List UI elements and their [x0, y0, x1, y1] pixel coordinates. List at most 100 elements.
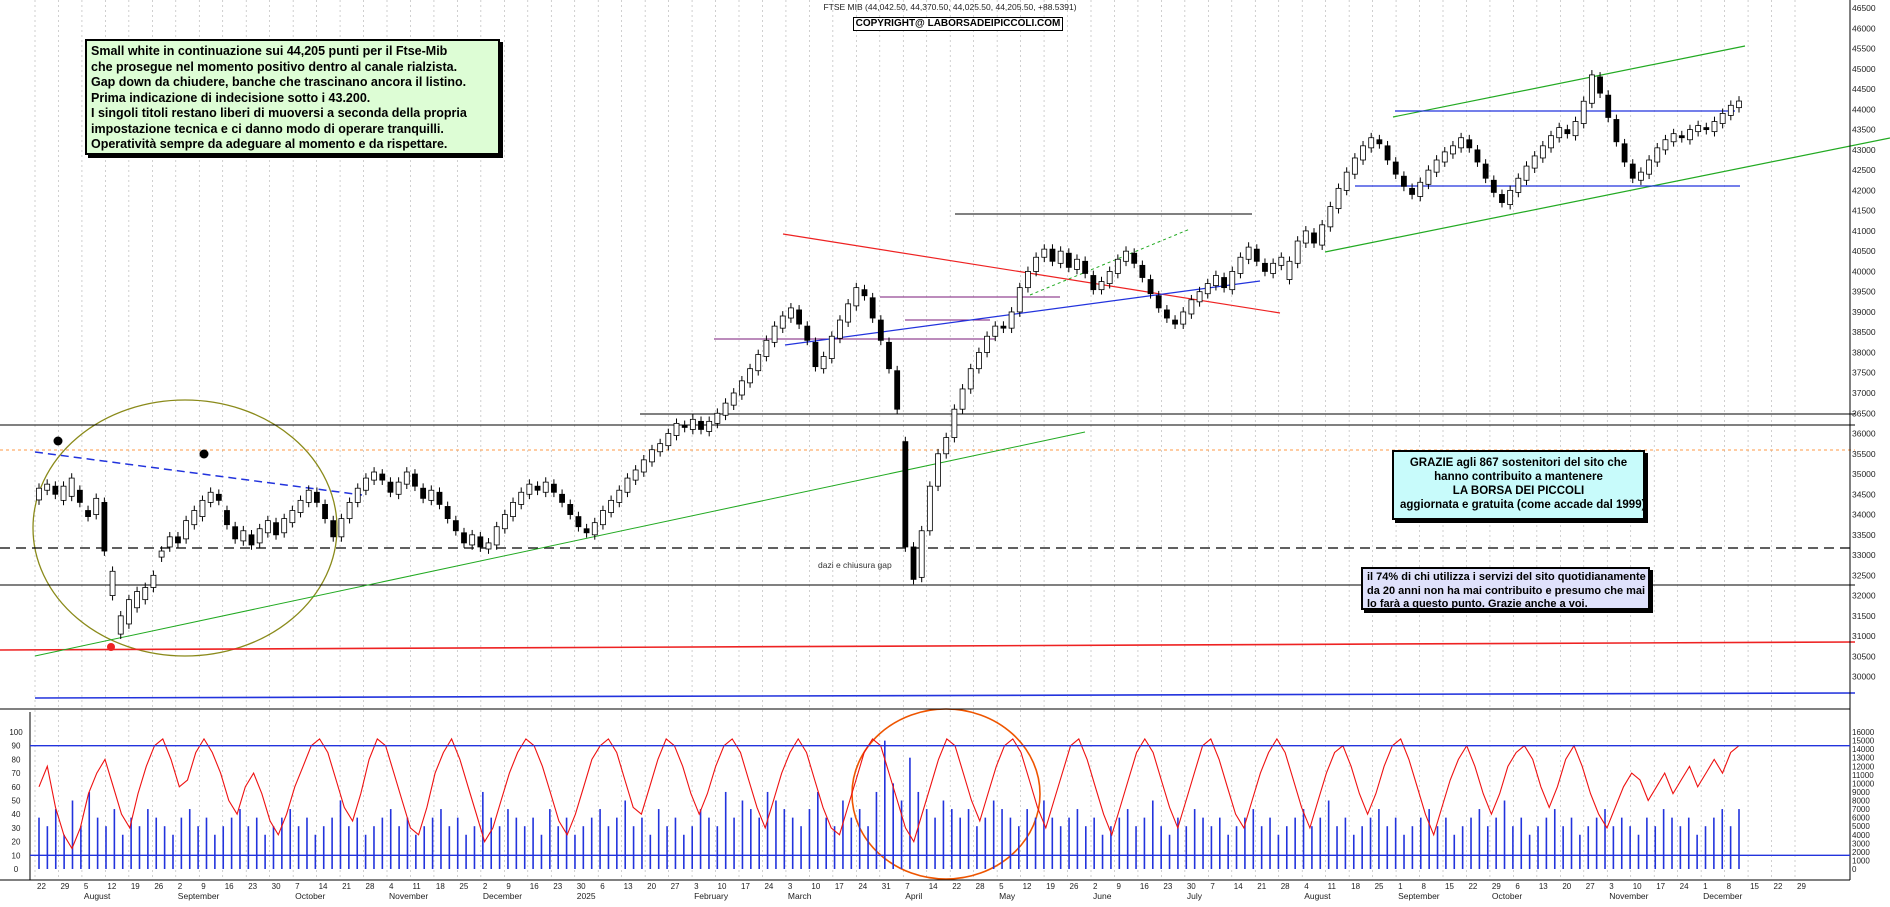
candle-body [861, 289, 868, 297]
x-tick-label: 30 [1187, 882, 1196, 891]
candle-body [85, 510, 91, 517]
candle-body [52, 485, 59, 495]
candle-body [126, 599, 132, 625]
candle-body [183, 520, 190, 540]
x-tick-label: 20 [1562, 882, 1571, 891]
month-label: November [389, 891, 428, 901]
y-tick-label: 44000 [1852, 104, 1876, 114]
candle-body [1376, 139, 1383, 145]
y-tick-label: 38000 [1852, 347, 1876, 357]
candle-body [477, 536, 484, 548]
y-tick-label: 35500 [1852, 449, 1876, 459]
month-label: May [999, 891, 1016, 901]
x-tick-label: 26 [1070, 882, 1079, 891]
stats-line: lo farà a questo punto. Grazie anche a v… [1367, 598, 1588, 610]
candle-body [1229, 271, 1236, 291]
candle-body [747, 368, 753, 384]
candle-body [1507, 189, 1514, 205]
candle-body [1082, 260, 1089, 274]
month-label: February [694, 891, 729, 901]
y-tick-label: 34500 [1852, 489, 1876, 499]
candle-body [583, 528, 590, 534]
candle-body [248, 534, 255, 546]
x-tick-label: 16 [530, 882, 539, 891]
candle-body [93, 497, 100, 515]
candle-body [1441, 151, 1448, 163]
candle-body [551, 483, 557, 493]
month-label: March [788, 891, 812, 901]
month-label: April [905, 891, 922, 901]
candle-body [616, 489, 623, 503]
candle-body [289, 510, 296, 524]
x-tick-label: 22 [952, 882, 961, 891]
candle-body [1515, 177, 1522, 193]
candle-body [264, 520, 271, 534]
candle-body [1343, 171, 1350, 191]
candle-body [1646, 159, 1652, 175]
x-tick-label: 28 [366, 882, 375, 891]
candle-body [1458, 137, 1465, 149]
x-tick-label: 17 [1656, 882, 1665, 891]
analysis-line: Small white in continuazione sui 44,205 … [91, 44, 448, 58]
candle-body [935, 453, 941, 487]
y-tick-label: 42500 [1852, 165, 1876, 175]
x-tick-label: 21 [342, 882, 351, 891]
osc-tick-label: 20 [12, 838, 21, 847]
gap-annotation: dazi e chiusura gap [818, 560, 892, 570]
candle-body [1654, 147, 1661, 163]
x-tick-label: 19 [131, 882, 140, 891]
candle-body [1466, 139, 1473, 149]
x-tick-label: 18 [436, 882, 445, 891]
x-tick-label: 28 [1281, 882, 1290, 891]
candle-body [1425, 169, 1432, 185]
volume-tick-label: 8000 [1852, 797, 1870, 806]
candle-body [1580, 100, 1587, 124]
x-tick-label: 16 [225, 882, 234, 891]
x-tick-label: 3 [694, 882, 699, 891]
thanks-line: LA BORSA DEI PICCOLI [1452, 485, 1585, 497]
x-tick-label: 23 [248, 882, 257, 891]
candle-body [902, 441, 909, 548]
candle-body [1605, 94, 1612, 118]
x-tick-label: 30 [577, 882, 586, 891]
volume-tick-label: 14000 [1852, 745, 1875, 754]
osc-tick-label: 90 [12, 742, 21, 751]
candle-body [224, 510, 230, 526]
candle-body [1531, 155, 1538, 169]
x-tick-label: 7 [905, 882, 910, 891]
candle-body [428, 489, 435, 501]
analysis-line: Gap down da chiudere, banche che trascin… [91, 75, 467, 89]
candle-body [1523, 165, 1530, 181]
candle-body [313, 491, 320, 503]
x-tick-label: 24 [858, 882, 867, 891]
month-label: December [483, 891, 522, 901]
candle-body [804, 325, 811, 341]
y-tick-label: 36500 [1852, 408, 1876, 418]
x-tick-label: 7 [295, 882, 300, 891]
candle-body [36, 487, 42, 501]
volume-tick-label: 9000 [1852, 788, 1870, 797]
candle-body [828, 335, 835, 359]
osc-tick-label: 50 [12, 797, 21, 806]
candle-body [559, 493, 565, 503]
x-tick-label: 4 [389, 882, 394, 891]
candle-body [518, 491, 525, 505]
candle-body [918, 530, 925, 578]
x-tick-label: 4 [1304, 882, 1309, 891]
analysis-line: che prosegue nel momento positivo dentro… [91, 59, 458, 74]
candle-body [1597, 76, 1603, 94]
candle-body [1368, 137, 1375, 149]
candle-body [1703, 127, 1710, 131]
candle-body [534, 485, 541, 491]
candle-body [273, 522, 279, 536]
candle-body [501, 514, 508, 530]
candle-body [1572, 121, 1579, 137]
candle-body [632, 469, 639, 481]
candle-body [1286, 260, 1293, 280]
y-tick-label: 42000 [1852, 185, 1876, 195]
candle-body [1638, 171, 1644, 181]
candle-body [1392, 161, 1399, 175]
candle-body [992, 325, 999, 337]
y-tick-label: 46500 [1852, 3, 1876, 13]
